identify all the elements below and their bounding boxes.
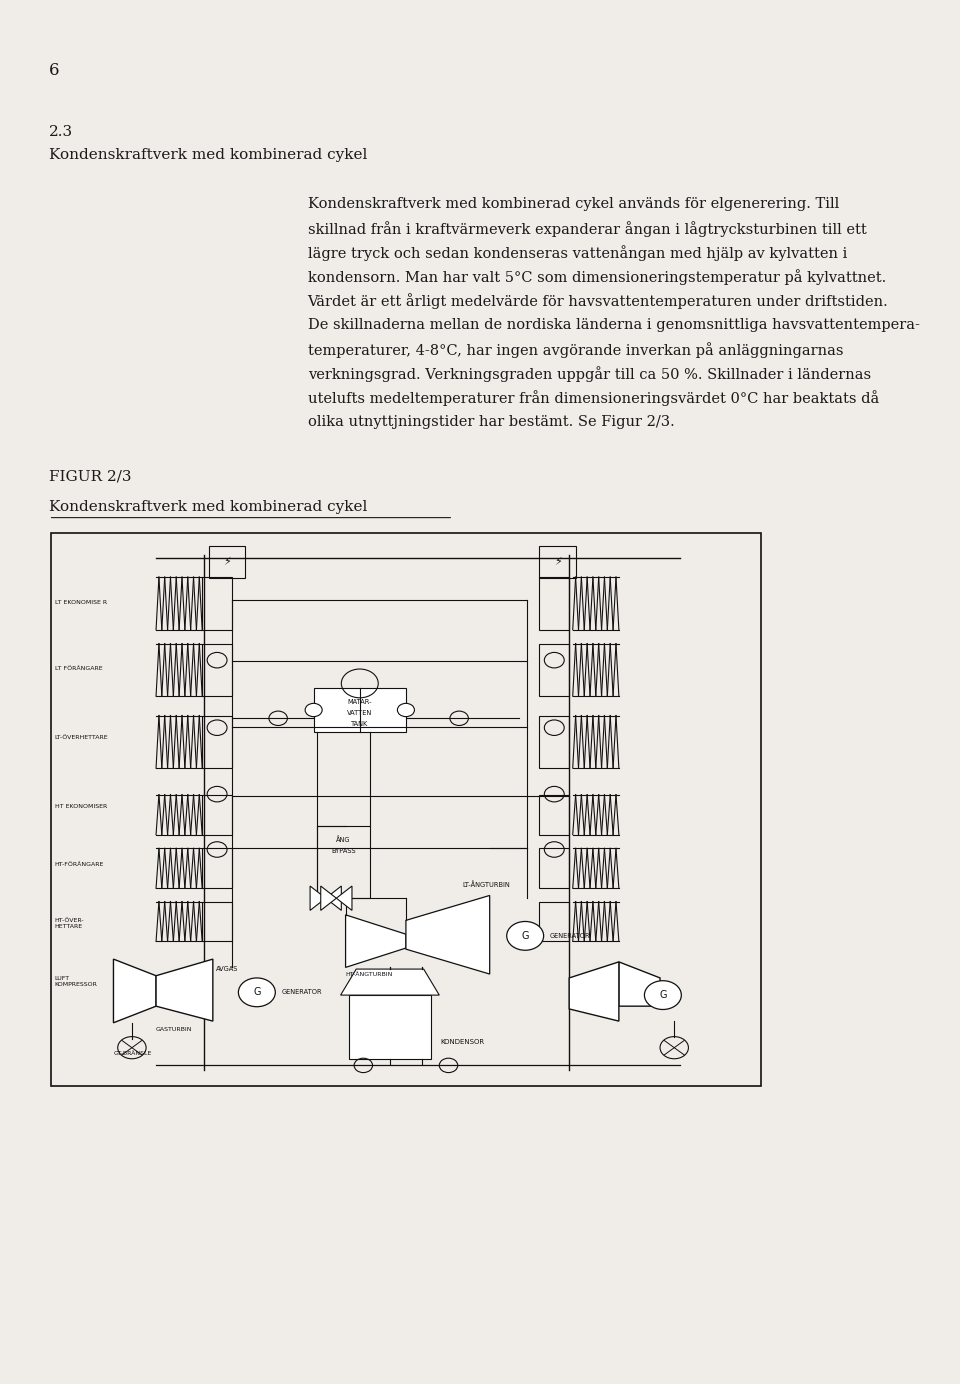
Text: LT-ÅNGTURBIN: LT-ÅNGTURBIN: [463, 882, 511, 887]
Text: ⚡: ⚡: [223, 558, 231, 567]
Polygon shape: [310, 886, 325, 911]
Text: HT-ÅNGTURBIN: HT-ÅNGTURBIN: [346, 972, 393, 977]
Polygon shape: [346, 915, 406, 967]
Text: LT-ÖVERHETTARE: LT-ÖVERHETTARE: [55, 735, 108, 740]
Text: olika utnyttjningstider har bestämt. Se Figur 2/3.: olika utnyttjningstider har bestämt. Se …: [307, 415, 674, 429]
Text: MATAR-: MATAR-: [348, 699, 372, 704]
Polygon shape: [156, 959, 213, 1021]
Text: GENERATOR: GENERATOR: [281, 990, 323, 995]
Text: FIGUR 2/3: FIGUR 2/3: [49, 469, 132, 483]
Text: AVGAS: AVGAS: [216, 966, 238, 972]
Polygon shape: [314, 688, 406, 732]
Text: HT-FÖRÅNGARE: HT-FÖRÅNGARE: [55, 862, 104, 868]
Text: GASTURBIN: GASTURBIN: [156, 1027, 193, 1032]
Polygon shape: [336, 886, 352, 911]
Text: kondensorn. Man har valt 5°C som dimensioneringstemperatur på kylvattnet.: kondensorn. Man har valt 5°C som dimensi…: [307, 270, 886, 285]
Text: TANK: TANK: [351, 721, 369, 727]
Text: G: G: [521, 931, 529, 941]
Polygon shape: [325, 886, 342, 911]
Polygon shape: [321, 886, 336, 911]
Text: 6: 6: [49, 62, 60, 79]
Text: G: G: [660, 990, 666, 1001]
Text: lägre tryck och sedan kondenseras vattenångan med hjälp av kylvatten i: lägre tryck och sedan kondenseras vatten…: [307, 245, 847, 260]
Text: LUFT
KOMPRESSOR: LUFT KOMPRESSOR: [55, 976, 97, 987]
Ellipse shape: [644, 981, 682, 1009]
Text: ÅNG: ÅNG: [336, 837, 350, 843]
Polygon shape: [113, 959, 156, 1023]
Text: G: G: [253, 987, 260, 998]
Text: HT EKONOMISER: HT EKONOMISER: [55, 804, 107, 810]
Ellipse shape: [507, 922, 543, 951]
Text: KONDENSOR: KONDENSOR: [440, 1039, 484, 1045]
Text: Kondenskraftverk med kombinerad cykel används för elgenerering. Till: Kondenskraftverk med kombinerad cykel an…: [307, 197, 839, 210]
Text: GENERATOR: GENERATOR: [549, 933, 590, 938]
Ellipse shape: [397, 703, 415, 717]
Ellipse shape: [238, 978, 276, 1006]
Polygon shape: [349, 995, 431, 1059]
Polygon shape: [341, 969, 440, 995]
Text: Värdet är ett årligt medelvärde för havsvattentemperaturen under driftstiden.: Värdet är ett årligt medelvärde för havs…: [307, 293, 888, 309]
Text: ⚡: ⚡: [554, 558, 562, 567]
Text: LT FÖRÅNGARE: LT FÖRÅNGARE: [55, 666, 102, 671]
Polygon shape: [569, 962, 619, 1021]
Text: HT-ÖVER-
HETTARE: HT-ÖVER- HETTARE: [55, 918, 84, 929]
Text: De skillnaderna mellan de nordiska länderna i genomsnittliga havsvattentempera-: De skillnaderna mellan de nordiska lände…: [307, 318, 920, 332]
Text: VATTEN: VATTEN: [348, 710, 372, 716]
Text: utelufts medeltemperaturer från dimensioneringsvärdet 0°C har beaktats då: utelufts medeltemperaturer från dimensio…: [307, 390, 878, 406]
Text: GT-BRÄNSLE: GT-BRÄNSLE: [113, 1050, 152, 1056]
Text: 2.3: 2.3: [49, 125, 73, 138]
Text: BYPASS: BYPASS: [331, 848, 356, 854]
Text: LT EKONOMISE R: LT EKONOMISE R: [55, 599, 107, 605]
Text: temperaturer, 4-8°C, har ingen avgörande inverkan på anläggningarnas: temperaturer, 4-8°C, har ingen avgörande…: [307, 342, 843, 357]
Text: Kondenskraftverk med kombinerad cykel: Kondenskraftverk med kombinerad cykel: [49, 148, 367, 162]
Text: skillnad från i kraftvärmeverk expanderar ångan i lågtrycksturbinen till ett: skillnad från i kraftvärmeverk expandera…: [307, 221, 866, 237]
Polygon shape: [406, 895, 490, 974]
Text: Kondenskraftverk med kombinerad cykel: Kondenskraftverk med kombinerad cykel: [49, 500, 367, 513]
Text: verkningsgrad. Verkningsgraden uppgår till ca 50 %. Skillnader i ländernas: verkningsgrad. Verkningsgraden uppgår ti…: [307, 367, 871, 382]
Ellipse shape: [305, 703, 323, 717]
Polygon shape: [619, 962, 660, 1006]
